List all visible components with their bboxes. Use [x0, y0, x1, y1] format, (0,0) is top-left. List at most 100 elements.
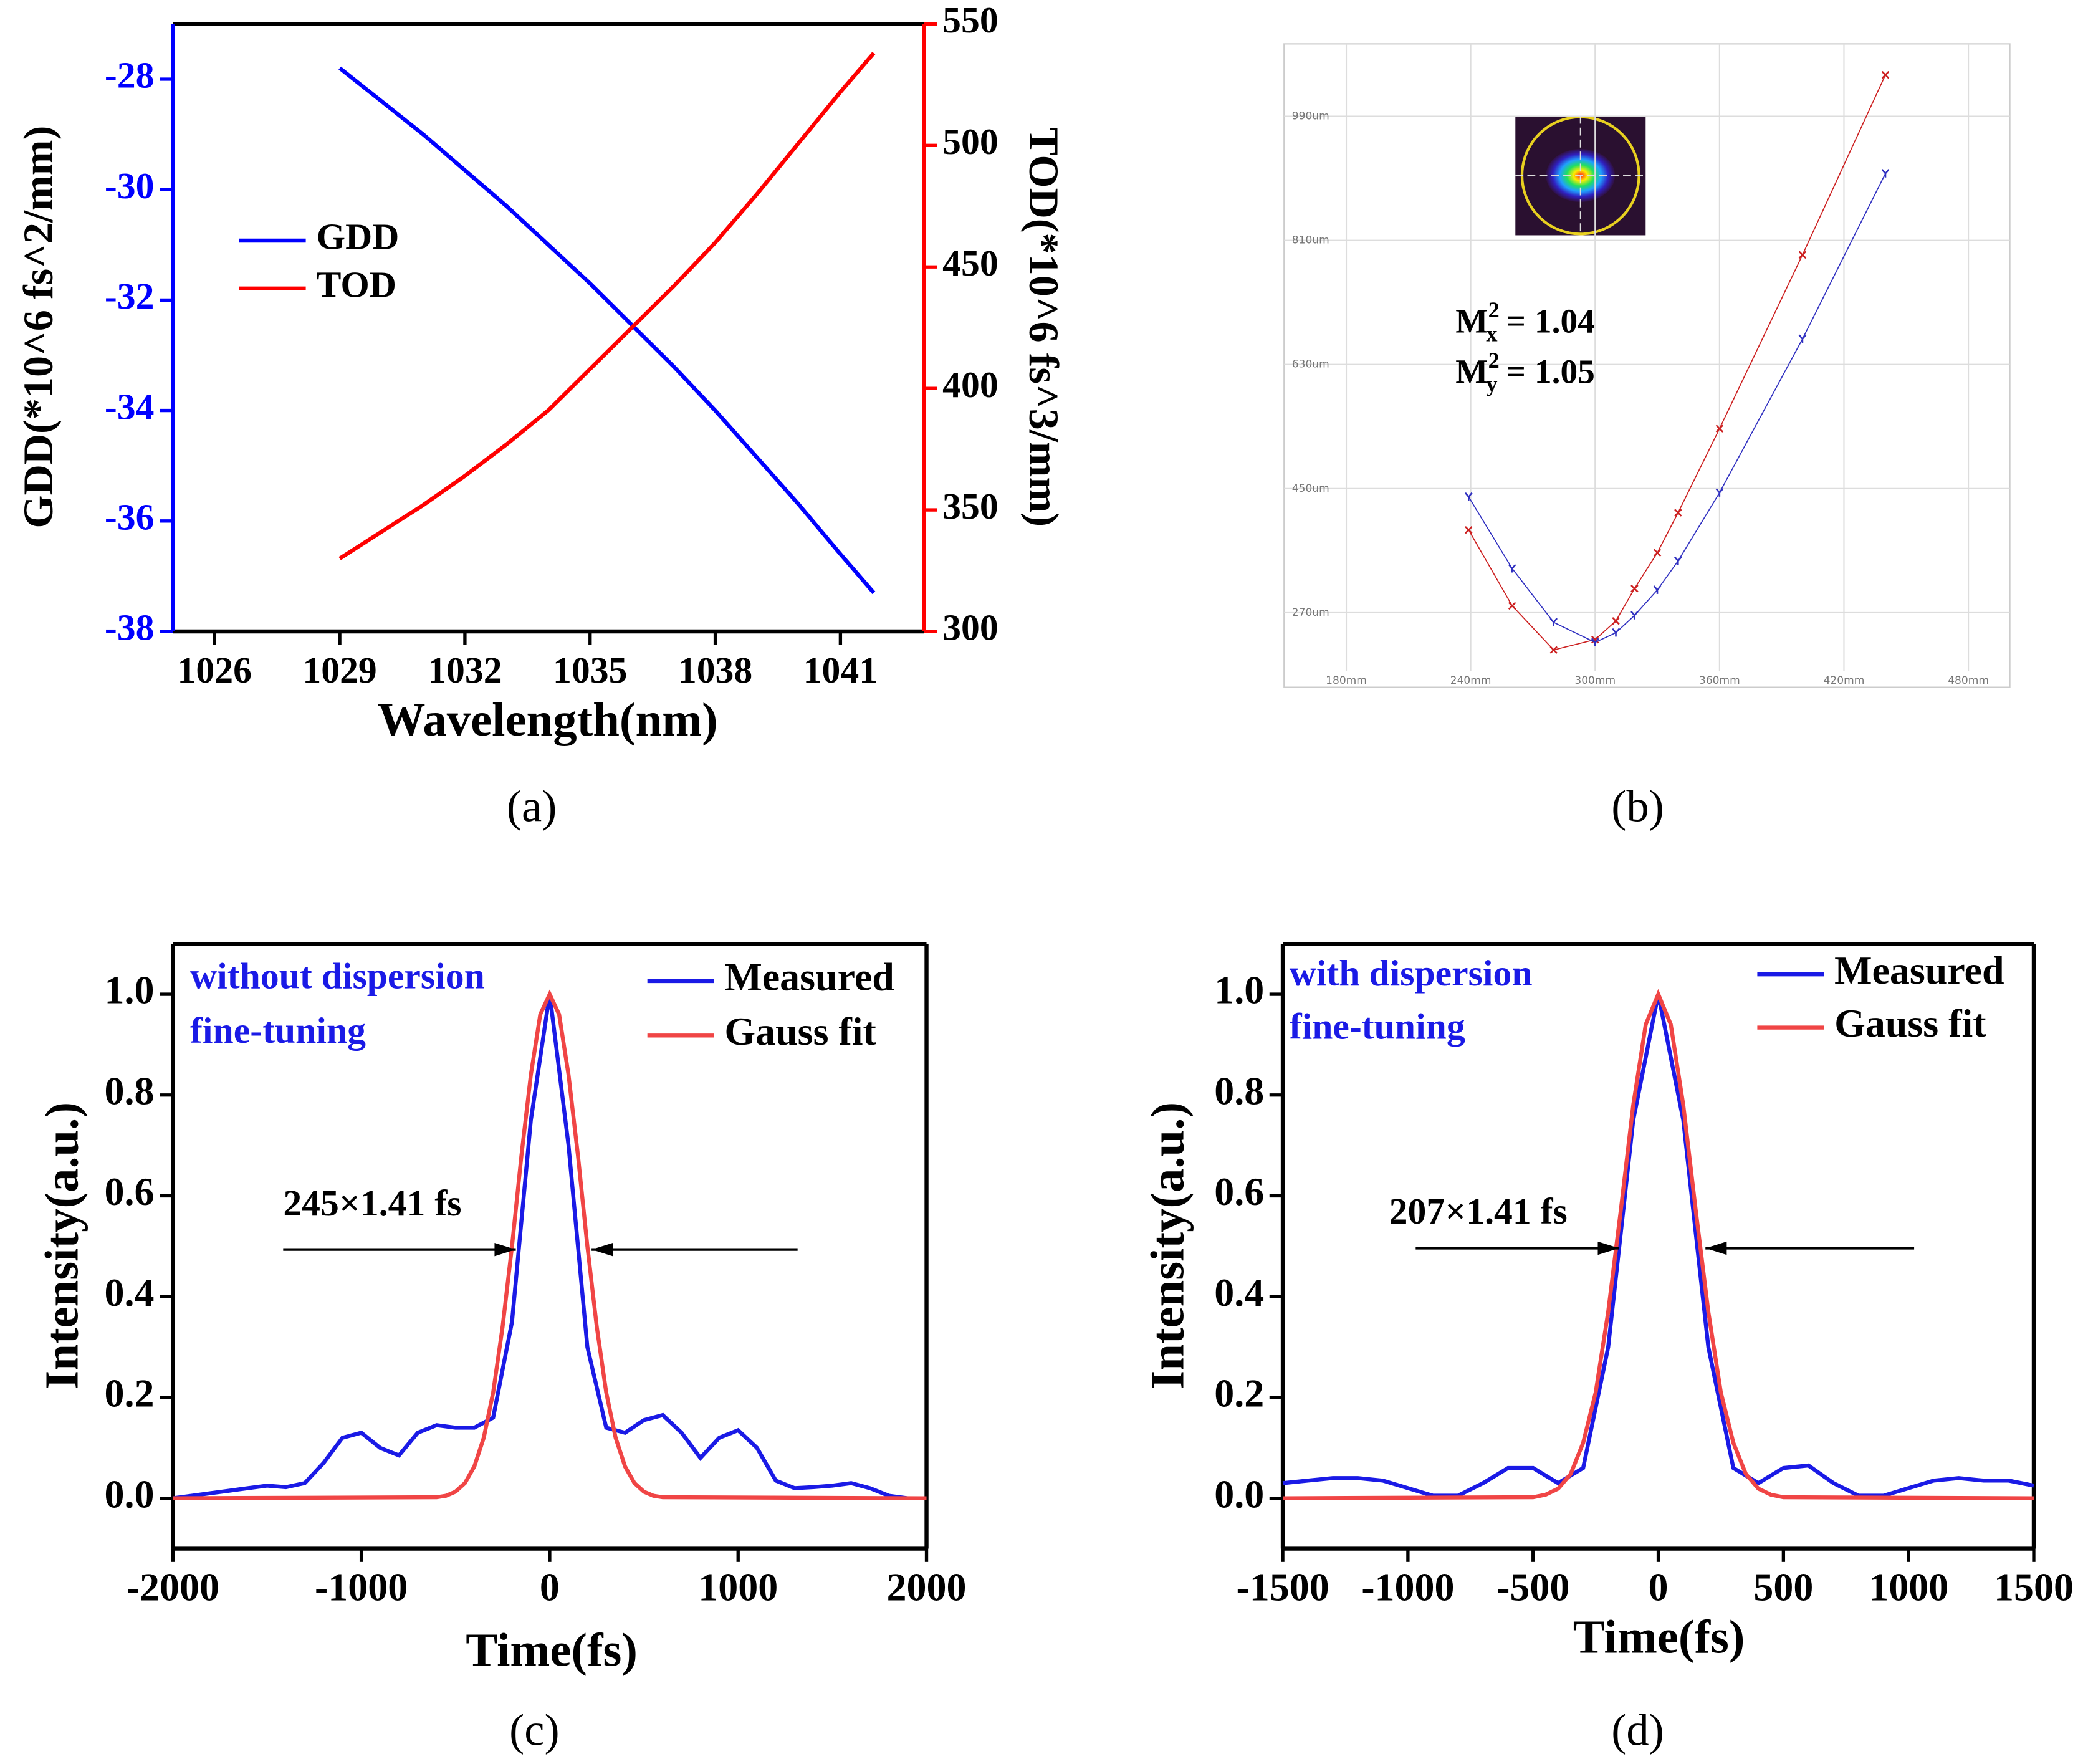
m-value: = 1.04	[1498, 302, 1595, 340]
m-squared: M2 y = 1.05	[1455, 348, 1595, 397]
y2-axis-label: TOD(*10^6 fs^3/mm)	[1020, 127, 1068, 527]
series-line	[338, 66, 876, 595]
note: fine-tuning	[1290, 1005, 1465, 1047]
x-axis-label: Wavelength(nm)	[378, 693, 718, 746]
caption: (d)	[1611, 1705, 1664, 1755]
x-tick-label: 1032	[428, 650, 502, 691]
y-tick-label: -32	[105, 276, 155, 317]
x-tick-label: 1000	[698, 1565, 778, 1609]
data-point	[1881, 169, 1890, 178]
y-tick-label: 0.0	[105, 1472, 155, 1516]
y2-tick-label: 350	[942, 486, 998, 527]
x-tick-label: 0	[540, 1565, 560, 1609]
data-point	[1630, 611, 1639, 620]
y-tick-label: 450um	[1292, 482, 1329, 495]
series-line	[1282, 994, 2034, 1498]
y-tick-label: 270um	[1292, 606, 1329, 619]
note: with dispersion	[1290, 952, 1533, 994]
arrow-head	[1705, 1241, 1727, 1255]
y-tick-label: 0.4	[1214, 1270, 1264, 1315]
y-tick-label: 1.0	[1214, 968, 1264, 1012]
y-tick-label: 0.6	[1214, 1169, 1264, 1214]
y-tick-label: -28	[105, 55, 155, 96]
m-sub: x	[1486, 322, 1497, 347]
x-tick-label: 1026	[178, 650, 252, 691]
x-axis-label: Time(fs)	[1573, 1610, 1745, 1663]
data-point	[1798, 251, 1807, 259]
y-axis-label: Intensity(a.u.)	[1141, 1102, 1194, 1389]
y-tick-label: 990um	[1292, 110, 1329, 123]
y-tick-label: 0.0	[1214, 1472, 1264, 1516]
data-point	[1674, 556, 1682, 565]
legend-label: Measured	[1834, 948, 2004, 992]
y-tick-label: 0.2	[1214, 1371, 1264, 1416]
plot-frame	[1283, 43, 2011, 688]
data-point	[1715, 424, 1724, 433]
note: without dispersion	[190, 955, 485, 996]
y-axis-label: Intensity(a.u.)	[35, 1102, 88, 1389]
data-point	[1508, 563, 1516, 573]
data-point	[1674, 509, 1682, 517]
x-tick-label: 0	[1649, 1565, 1669, 1609]
caption: (c)	[509, 1705, 559, 1755]
x-tick-label: 300mm	[1574, 674, 1616, 687]
data-point	[1715, 488, 1724, 497]
y-tick-label: 630um	[1292, 358, 1329, 371]
x-tick-label: -2000	[127, 1565, 219, 1609]
series-line	[172, 994, 927, 1500]
x-tick-label: 1000	[1869, 1565, 1948, 1609]
x-tick-label: 1500	[1994, 1565, 2074, 1609]
y2-tick-label: 450	[942, 242, 998, 284]
legend-label: Gauss fit	[724, 1009, 876, 1053]
m-squared: M2 x = 1.04	[1455, 297, 1595, 346]
legend-label: Gauss fit	[1834, 1001, 1986, 1045]
y-tick-label: 0.8	[105, 1068, 155, 1113]
x-tick-label: 420mm	[1824, 674, 1865, 687]
y-tick-label: -38	[105, 607, 155, 648]
y-tick-label: 0.6	[105, 1169, 155, 1214]
x-tick-label: 240mm	[1450, 674, 1492, 687]
y2-tick-label: 500	[942, 121, 998, 162]
m-base: M	[1455, 352, 1488, 390]
legend-label: Measured	[724, 955, 894, 999]
x-tick-label: 500	[1753, 1565, 1813, 1609]
y-tick-label: 0.4	[105, 1270, 155, 1315]
y-tick-label: -34	[105, 386, 155, 427]
arrow-head	[1597, 1241, 1619, 1255]
x-tick-label: 360mm	[1699, 674, 1740, 687]
data-point	[1881, 70, 1890, 79]
x-tick-label: 480mm	[1948, 674, 1989, 687]
data-point	[1549, 618, 1558, 626]
y-axis-label: GDD(*10^6 fs^2/mm)	[14, 126, 62, 529]
y-tick-label: 0.2	[105, 1371, 155, 1416]
data-point	[1653, 549, 1662, 557]
x-tick-label: -500	[1496, 1565, 1569, 1609]
series-line	[338, 52, 876, 560]
x-tick-label: 1029	[302, 650, 376, 691]
fit-curve	[1468, 173, 1886, 643]
data-point	[1464, 492, 1473, 501]
data-point	[1549, 646, 1558, 654]
data-point	[1612, 628, 1620, 637]
annotation: 245×1.41 fs	[283, 1182, 461, 1224]
data-point	[1630, 585, 1639, 593]
y2-tick-label: 300	[942, 607, 998, 648]
data-point	[1591, 638, 1599, 646]
m-base: M	[1455, 302, 1488, 340]
x-tick-label: 1038	[678, 650, 752, 691]
series-line	[173, 989, 927, 1500]
data-point	[1653, 585, 1662, 594]
m-sup: 2	[1488, 297, 1500, 322]
data-point	[1465, 525, 1473, 534]
x-tick-label: -1000	[315, 1565, 408, 1609]
x-tick-label: -1000	[1361, 1565, 1454, 1609]
caption: (b)	[1611, 781, 1664, 832]
arrow-head	[591, 1243, 613, 1257]
y-tick-label: 1.0	[105, 968, 155, 1012]
beam-inset	[1515, 115, 1646, 236]
y2-tick-label: 400	[942, 364, 998, 405]
series-line	[1283, 989, 2034, 1500]
x-axis-label: Time(fs)	[466, 1624, 638, 1677]
arrow-head	[494, 1243, 516, 1257]
